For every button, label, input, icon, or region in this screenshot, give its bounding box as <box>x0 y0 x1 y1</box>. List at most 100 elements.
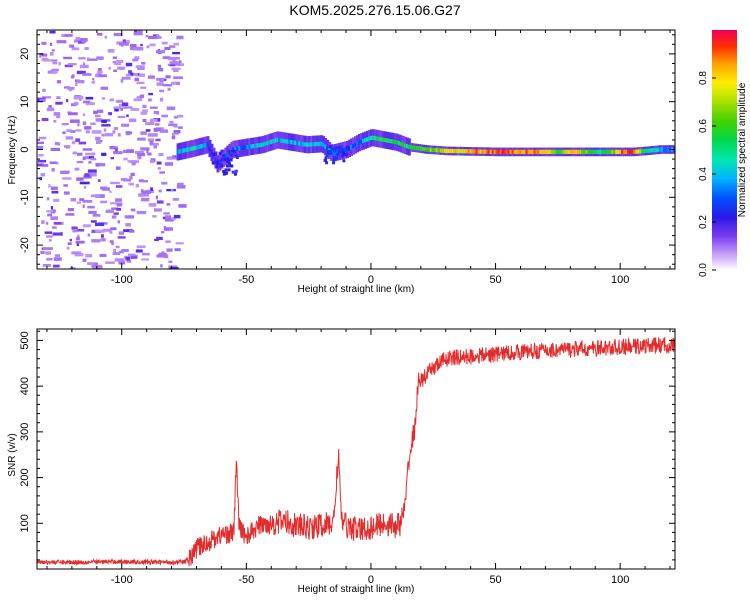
track-core <box>575 149 578 155</box>
noise-speck <box>77 152 83 156</box>
colorbar-tick-label: 0.6 <box>698 119 709 133</box>
track-core <box>657 147 660 152</box>
snr-ytick-label: 500 <box>19 331 31 349</box>
track-core <box>447 148 451 154</box>
track-core <box>288 139 291 145</box>
track-blotch <box>340 148 344 152</box>
noise-speck <box>49 52 54 56</box>
noise-speck <box>105 261 115 265</box>
track-core <box>597 149 600 155</box>
track-core <box>437 148 441 153</box>
track-core <box>561 149 564 155</box>
track-core <box>302 141 305 147</box>
noise-speck <box>97 68 102 72</box>
track-core <box>238 146 241 151</box>
noise-speck <box>69 267 76 269</box>
noise-speck <box>61 33 68 37</box>
noise-speck <box>96 32 103 36</box>
track-core <box>363 138 367 143</box>
noise-speck <box>140 131 147 135</box>
noise-speck <box>74 101 79 106</box>
noise-speck <box>123 229 133 233</box>
track-core <box>421 146 425 152</box>
noise-speck <box>154 123 160 126</box>
noise-speck <box>70 198 77 202</box>
track-core <box>190 146 194 151</box>
track-blotch <box>231 170 235 174</box>
track-core <box>455 148 459 154</box>
noise-speck <box>88 156 94 159</box>
noise-speck <box>113 69 118 72</box>
noise-speck <box>153 208 162 212</box>
track-blotch <box>219 163 223 167</box>
track-core <box>391 139 395 144</box>
track-core <box>294 140 297 145</box>
noise-speck <box>178 60 182 63</box>
noise-speck <box>150 187 153 191</box>
track-blotch <box>332 156 336 160</box>
track-core <box>322 142 325 147</box>
track-core <box>304 142 307 147</box>
noise-speck <box>156 82 164 86</box>
track-core <box>511 149 515 155</box>
noise-speck <box>53 112 61 116</box>
noise-speck <box>123 39 131 44</box>
noise-speck <box>65 136 74 140</box>
noise-speck <box>113 212 119 215</box>
track-core <box>521 149 525 155</box>
colorbar: 0.0 0.2 0.4 0.6 0.8 Normalized spectral ampl… <box>698 30 748 277</box>
track-blotch <box>234 169 238 173</box>
snr-xtick-label: 0 <box>368 574 374 586</box>
noise-speck <box>71 226 78 230</box>
track-blotch <box>227 160 231 164</box>
noise-speck <box>82 224 91 228</box>
noise-speck <box>107 49 115 53</box>
noise-speck <box>74 228 85 232</box>
track-core <box>581 149 584 155</box>
track-core <box>433 147 437 153</box>
noise-speck <box>105 209 114 214</box>
noise-speck <box>37 145 44 149</box>
noise-speck <box>75 82 78 87</box>
noise-speck <box>147 152 152 156</box>
track-blotch <box>338 149 342 153</box>
track-blotch <box>324 156 328 160</box>
track-core <box>284 139 287 144</box>
noise-speck <box>49 42 53 47</box>
noise-speck <box>109 145 116 150</box>
noise-speck <box>138 193 145 197</box>
noise-speck <box>91 239 101 243</box>
noise-speck <box>71 47 80 51</box>
noise-speck <box>172 51 181 55</box>
noise-speck <box>85 101 95 106</box>
noise-speck <box>128 131 133 135</box>
noise-speck <box>130 254 138 258</box>
noise-speck <box>125 106 133 109</box>
noise-speck <box>51 167 55 172</box>
noise-speck <box>159 129 169 133</box>
noise-speck <box>156 161 162 165</box>
noise-speck <box>130 46 134 51</box>
noise-speck <box>150 159 155 163</box>
track-core <box>361 138 365 144</box>
snr-xlabel: Height of straight line (km) <box>298 584 415 595</box>
track-core <box>365 137 369 142</box>
noise-speck <box>139 193 149 197</box>
noise-speck <box>74 167 80 171</box>
noise-speck <box>117 236 126 239</box>
track-core <box>539 149 543 155</box>
noise-speck <box>155 195 159 200</box>
spectrogram-ytick-label: -10 <box>19 189 31 205</box>
noise-speck <box>166 248 173 252</box>
noise-speck <box>135 183 140 188</box>
noise-speck <box>101 119 107 123</box>
track-core <box>210 150 214 155</box>
colorbar-tick-label: 0.0 <box>698 263 709 277</box>
noise-speck <box>75 138 81 142</box>
noise-speck <box>89 58 98 61</box>
noise-speck <box>38 136 47 140</box>
track-core <box>563 149 566 155</box>
track-core <box>525 149 529 155</box>
noise-speck <box>115 245 120 249</box>
